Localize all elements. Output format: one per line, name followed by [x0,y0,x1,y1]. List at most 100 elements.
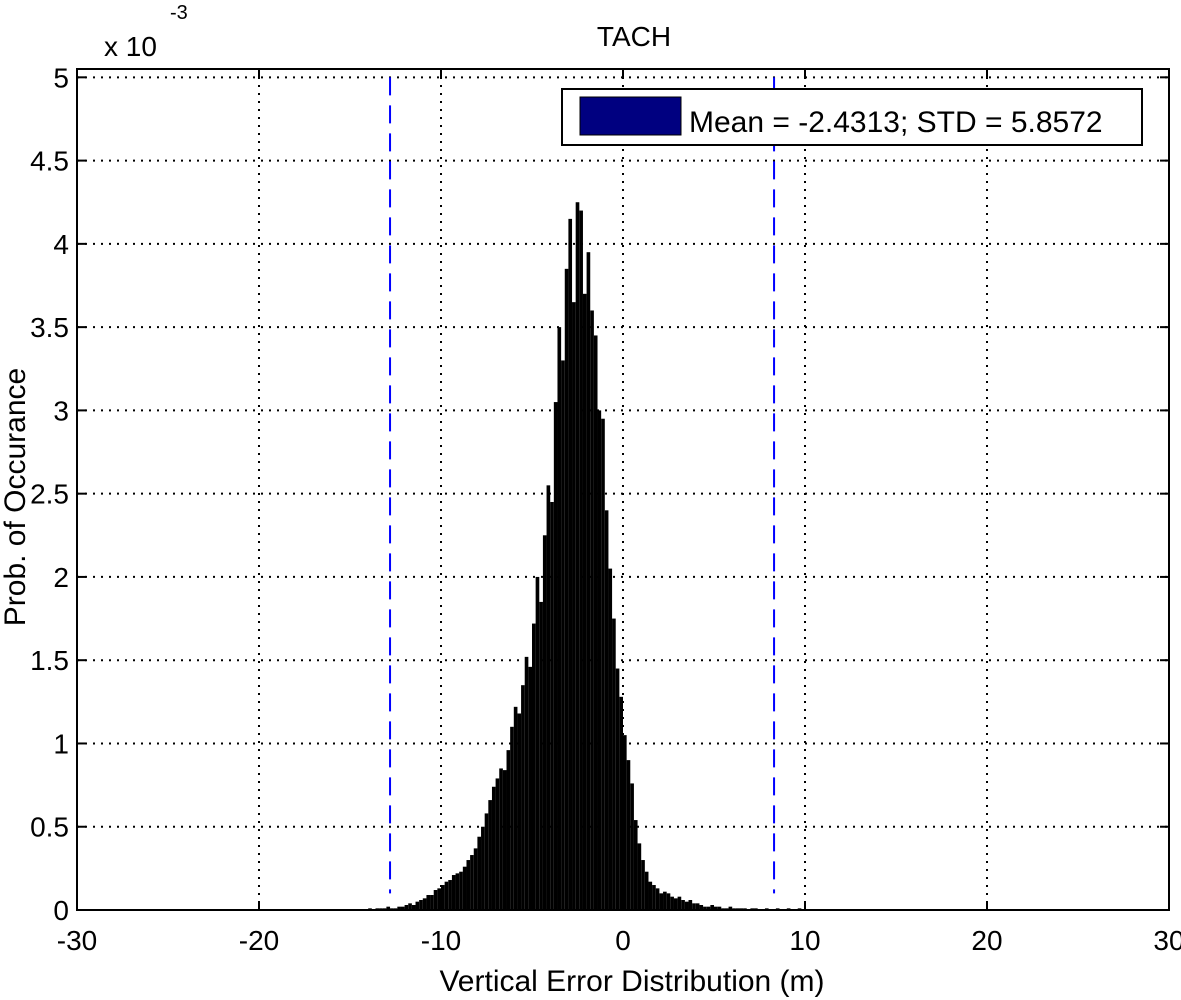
histogram-bar [633,820,638,910]
histogram-bar [655,888,660,910]
x-tick-label: -10 [421,925,461,956]
histogram-bar [641,860,645,910]
histogram-bar [491,786,496,910]
histogram-bar [455,873,460,910]
histogram-bar [615,668,620,910]
x-tick-label: 0 [615,925,631,956]
chart-title: TACH [597,21,671,52]
legend-label: Mean = -2.4313; STD = 5.8572 [689,106,1103,139]
histogram-bar [535,576,540,910]
histogram-bar [524,656,529,910]
histogram-bar [652,885,656,910]
y-tick-label: 4 [53,229,69,260]
histogram-bar [564,268,569,911]
histogram-bar [579,210,583,911]
histogram-bar [717,906,722,910]
histogram-bar [630,783,634,910]
histogram-bar [506,750,511,910]
histogram-bar [568,218,573,910]
histogram-bar [470,855,474,910]
histogram-bar [484,813,489,910]
y-exponent-label: x 10 [104,31,157,62]
histogram-bar [706,906,711,910]
legend: Mean = -2.4313; STD = 5.8572 [561,88,1143,146]
histogram-bar [597,410,602,910]
histogram-bar [473,848,478,910]
histogram-bar [553,402,558,910]
y-tick-label: 0 [53,895,69,926]
histogram-bar [659,893,664,910]
y-tick-label: 3 [53,395,69,426]
histogram-bar [448,880,452,910]
histogram-bar [550,501,554,910]
histogram-bar [670,896,674,910]
x-axis-label: Vertical Error Distribution (m) [439,965,824,998]
histogram-bar [557,327,562,910]
histogram-bar [586,252,591,911]
histogram-bar [590,310,594,911]
histogram-bar [444,881,449,910]
histogram-bar [608,568,613,910]
histogram-bar [466,860,471,910]
histogram-bar [644,871,649,910]
histogram-bar [699,905,704,910]
histogram-bar [386,906,391,910]
histogram-bar [626,760,631,910]
y-tick-label: 0.5 [30,812,69,843]
x-tick-labels: -30 -20 -10 0 10 20 30 [57,925,1181,956]
histogram-bar [528,666,532,910]
histogram-bar [397,906,401,910]
y-tick-label: 1 [53,728,69,759]
y-tick-label: 4.5 [30,146,69,177]
histogram-bar [561,360,565,910]
histogram-bar [663,891,667,910]
histogram-bar [673,898,678,910]
histogram-bar [430,895,434,910]
histogram-bar [695,903,700,910]
histogram-bar [411,905,416,910]
histogram-bar [648,881,653,910]
histogram-bar [681,900,685,910]
histogram-bar [422,898,427,910]
histogram-bar [546,485,551,910]
axis-ticks [76,69,1170,911]
histogram-bar [623,735,627,910]
histogram-bar [575,202,580,910]
histogram-bar [517,713,522,910]
histogram-bar [688,900,693,910]
y-tick-label: 5 [53,62,69,93]
histogram-bar [419,900,423,910]
y-tick-label: 3.5 [30,312,69,343]
histogram-bar [433,890,438,910]
histogram-bar [542,535,547,910]
y-tick-label: 2.5 [30,479,69,510]
histogram-bar [572,302,576,910]
x-tick-label: -30 [57,925,97,956]
histogram-bar [477,836,482,910]
histogram-bar [539,601,543,910]
histogram-bar [400,906,405,910]
histogram-bar [692,903,696,910]
histogram-bar [415,901,420,910]
histogram-bar [404,905,409,910]
x-tick-label: 10 [789,925,820,956]
histogram-bar [437,888,441,910]
histogram-bar [637,843,642,910]
histogram-bar [710,905,714,910]
y-axis-label: Prob. of Occurance [0,368,32,626]
x-tick-label: -20 [239,925,279,956]
histogram-bar [714,906,718,910]
histogram-bar [462,866,467,910]
histogram-bar [510,726,514,910]
y-tick-label: 1.5 [30,645,69,676]
histogram-bar [513,706,518,910]
histogram-bar [728,906,733,910]
y-exponent-power: -3 [170,2,188,24]
histogram-bar [451,875,456,910]
histogram-bar [684,901,689,910]
legend-swatch [579,96,682,136]
y-tick-label: 2 [53,562,69,593]
histogram-bar [426,895,431,910]
histogram-bar [666,893,671,910]
